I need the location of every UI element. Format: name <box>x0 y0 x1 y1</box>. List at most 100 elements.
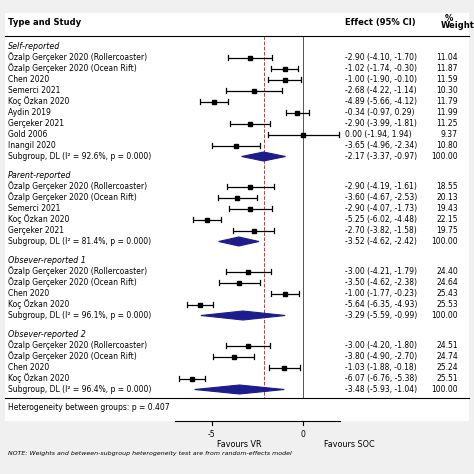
Polygon shape <box>195 385 284 394</box>
Bar <box>283 66 287 71</box>
Text: 9.37: 9.37 <box>441 130 458 139</box>
Text: 19.43: 19.43 <box>436 204 458 213</box>
Text: -3.52 (-4.62, -2.42): -3.52 (-4.62, -2.42) <box>345 237 417 246</box>
Text: -2.90 (-4.07, -1.73): -2.90 (-4.07, -1.73) <box>345 204 417 213</box>
Text: 11.25: 11.25 <box>437 119 458 128</box>
Text: Chen 2020: Chen 2020 <box>8 363 49 372</box>
Text: -3.00 (-4.21, -1.79): -3.00 (-4.21, -1.79) <box>345 267 417 276</box>
Text: -3.60 (-4.67, -2.53): -3.60 (-4.67, -2.53) <box>345 193 417 202</box>
Text: 24.51: 24.51 <box>437 341 458 350</box>
Text: Gold 2006: Gold 2006 <box>8 130 47 139</box>
Text: 24.40: 24.40 <box>436 267 458 276</box>
Text: Obsever-reported 1: Obsever-reported 1 <box>8 256 86 265</box>
Polygon shape <box>242 152 285 161</box>
Bar <box>237 281 241 284</box>
Bar <box>295 110 299 115</box>
Text: 24.64: 24.64 <box>436 278 458 287</box>
Text: Özalp Gerçeker 2020 (Rollercoaster): Özalp Gerçeker 2020 (Rollercoaster) <box>8 266 147 276</box>
Text: 24.74: 24.74 <box>436 352 458 361</box>
Text: Effect (95% CI): Effect (95% CI) <box>345 18 416 27</box>
FancyBboxPatch shape <box>5 28 469 398</box>
Text: 11.59: 11.59 <box>437 75 458 84</box>
Text: -3.50 (-4.62, -2.38): -3.50 (-4.62, -2.38) <box>345 278 417 287</box>
Bar <box>248 184 252 189</box>
Text: -3.65 (-4.96, -2.34): -3.65 (-4.96, -2.34) <box>345 141 417 150</box>
Text: 100.00: 100.00 <box>431 152 458 161</box>
Text: 22.15: 22.15 <box>437 215 458 224</box>
Text: -2.90 (-4.10, -1.70): -2.90 (-4.10, -1.70) <box>345 53 417 62</box>
Text: Subgroup, DL (I² = 81.4%, p = 0.000): Subgroup, DL (I² = 81.4%, p = 0.000) <box>8 237 151 246</box>
Bar <box>252 89 256 92</box>
Text: Parent-reported: Parent-reported <box>8 171 72 180</box>
Text: -2.68 (-4.22, -1.14): -2.68 (-4.22, -1.14) <box>345 86 417 95</box>
Bar <box>246 270 250 273</box>
Text: 11.79: 11.79 <box>437 97 458 106</box>
Bar <box>232 355 236 358</box>
Text: 0.00 (-1.94, 1.94): 0.00 (-1.94, 1.94) <box>345 130 411 139</box>
Text: -1.03 (-1.88, -0.18): -1.03 (-1.88, -0.18) <box>345 363 417 372</box>
Bar <box>301 133 305 137</box>
Bar <box>283 365 286 370</box>
Bar <box>198 302 202 307</box>
Text: Favours SOC: Favours SOC <box>324 440 374 449</box>
Text: 18.55: 18.55 <box>437 182 458 191</box>
Text: 10.80: 10.80 <box>437 141 458 150</box>
Text: Özalp Gerçeker 2020 (Rollercoaster): Özalp Gerçeker 2020 (Rollercoaster) <box>8 53 147 63</box>
Text: -3.48 (-5.93, -1.04): -3.48 (-5.93, -1.04) <box>345 385 417 394</box>
Bar <box>252 228 256 233</box>
Text: -1.00 (-1.90, -0.10): -1.00 (-1.90, -0.10) <box>345 75 417 84</box>
Polygon shape <box>219 237 259 246</box>
Bar <box>190 376 194 381</box>
Text: -6.07 (-6.76, -5.38): -6.07 (-6.76, -5.38) <box>345 374 417 383</box>
Text: -5.25 (-6.02, -4.48): -5.25 (-6.02, -4.48) <box>345 215 417 224</box>
Text: Favours VR: Favours VR <box>217 440 262 449</box>
Text: -2.17 (-3.37, -0.97): -2.17 (-3.37, -0.97) <box>345 152 417 161</box>
Text: Özalp Gerçeker 2020 (Rollercoaster): Özalp Gerçeker 2020 (Rollercoaster) <box>8 340 147 350</box>
Text: 25.51: 25.51 <box>437 374 458 383</box>
Text: Özalp Gerçeker 2020 (Ocean Rift): Özalp Gerçeker 2020 (Ocean Rift) <box>8 192 137 202</box>
Polygon shape <box>201 311 285 320</box>
Bar <box>283 292 287 295</box>
Text: -0.34 (-0.97, 0.29): -0.34 (-0.97, 0.29) <box>345 108 414 117</box>
Text: -3.80 (-4.90, -2.70): -3.80 (-4.90, -2.70) <box>345 352 417 361</box>
Text: Subgroup, DL (I² = 96.1%, p = 0.000): Subgroup, DL (I² = 96.1%, p = 0.000) <box>8 311 151 320</box>
Text: 25.43: 25.43 <box>436 289 458 298</box>
Text: Aydin 2019: Aydin 2019 <box>8 108 51 117</box>
Text: -2.90 (-4.19, -1.61): -2.90 (-4.19, -1.61) <box>345 182 417 191</box>
Text: Koç Özkan 2020: Koç Özkan 2020 <box>8 300 69 310</box>
Text: Inangil 2020: Inangil 2020 <box>8 141 56 150</box>
Text: Self-reported: Self-reported <box>8 42 60 51</box>
Text: Koç Özkan 2020: Koç Özkan 2020 <box>8 97 69 107</box>
Bar <box>212 100 216 103</box>
Bar <box>248 55 252 60</box>
Text: 100.00: 100.00 <box>431 237 458 246</box>
Text: 20.13: 20.13 <box>437 193 458 202</box>
Text: Weight: Weight <box>441 21 474 30</box>
Text: 100.00: 100.00 <box>431 385 458 394</box>
Text: -1.00 (-1.77, -0.23): -1.00 (-1.77, -0.23) <box>345 289 417 298</box>
Bar <box>205 218 209 221</box>
Text: 11.04: 11.04 <box>437 53 458 62</box>
Text: Semerci 2021: Semerci 2021 <box>8 86 60 95</box>
Text: Özalp Gerçeker 2020 (Ocean Rift): Özalp Gerçeker 2020 (Ocean Rift) <box>8 278 137 287</box>
Text: 0: 0 <box>301 430 306 439</box>
Text: Subgroup, DL (I² = 96.4%, p = 0.000): Subgroup, DL (I² = 96.4%, p = 0.000) <box>8 385 151 394</box>
Bar <box>248 207 252 210</box>
Bar <box>235 195 239 200</box>
Text: -2.70 (-3.82, -1.58): -2.70 (-3.82, -1.58) <box>345 226 417 235</box>
Text: -3.29 (-5.59, -0.99): -3.29 (-5.59, -0.99) <box>345 311 417 320</box>
Text: Gerçeker 2021: Gerçeker 2021 <box>8 119 64 128</box>
Bar <box>235 144 238 147</box>
Text: Koç Özkan 2020: Koç Özkan 2020 <box>8 374 69 383</box>
Text: 100.00: 100.00 <box>431 311 458 320</box>
Text: Koç Özkan 2020: Koç Özkan 2020 <box>8 215 69 224</box>
Text: -5: -5 <box>208 430 216 439</box>
Text: Özalp Gerçeker 2020 (Ocean Rift): Özalp Gerçeker 2020 (Ocean Rift) <box>8 64 137 73</box>
Text: -2.90 (-3.99, -1.81): -2.90 (-3.99, -1.81) <box>345 119 417 128</box>
Text: 10.30: 10.30 <box>436 86 458 95</box>
Text: Semerci 2021: Semerci 2021 <box>8 204 60 213</box>
Text: Subgroup, DL (I² = 92.6%, p = 0.000): Subgroup, DL (I² = 92.6%, p = 0.000) <box>8 152 151 161</box>
Bar <box>248 121 252 126</box>
Text: NOTE: Weights and between-subgroup heterogeneity test are from random-effects mo: NOTE: Weights and between-subgroup heter… <box>8 451 292 456</box>
FancyBboxPatch shape <box>5 398 469 421</box>
